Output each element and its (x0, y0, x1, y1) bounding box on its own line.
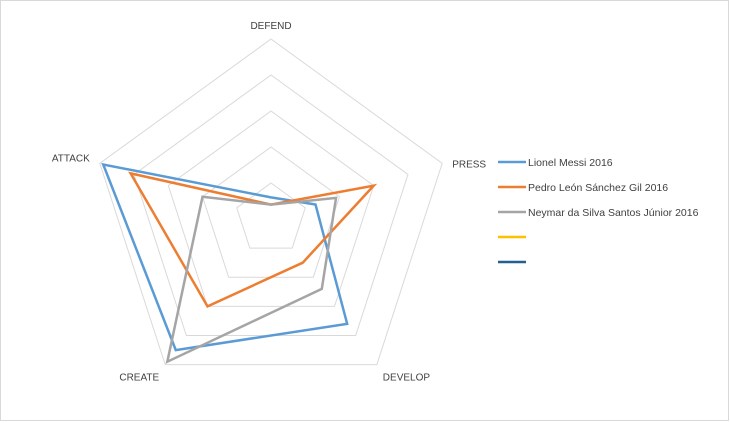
axis-label-defend: DEFEND (250, 21, 291, 32)
grid-ring-2 (201, 146, 341, 278)
legend-label-lionel-messi: Lionel Messi 2016 (528, 157, 613, 169)
series-line-3 (165, 195, 338, 364)
axis-label-attack: ATTACK (52, 153, 90, 164)
series-line-2 (128, 171, 378, 308)
legend-label-neymar: Neymar da Silva Santos Júnior 2016 (528, 207, 699, 219)
axis-label-press: PRESS (452, 159, 486, 170)
series-lines (101, 162, 378, 364)
grid-ring-1 (236, 182, 306, 249)
axis-label-create: CREATE (119, 373, 159, 384)
axis-labels: DEFEND PRESS DEVELOP CREATE ATTACK (52, 21, 487, 384)
radar-grid (99, 38, 443, 366)
grid-ring-5 (99, 38, 443, 366)
legend-label-pedro-leon: Pedro León Sánchez Gil 2016 (528, 182, 668, 194)
series-line-1 (101, 162, 349, 352)
grid-ring-3 (167, 110, 375, 307)
axis-label-develop: DEVELOP (383, 373, 431, 384)
legend: Lionel Messi 2016 Pedro León Sánchez Gil… (498, 157, 699, 264)
